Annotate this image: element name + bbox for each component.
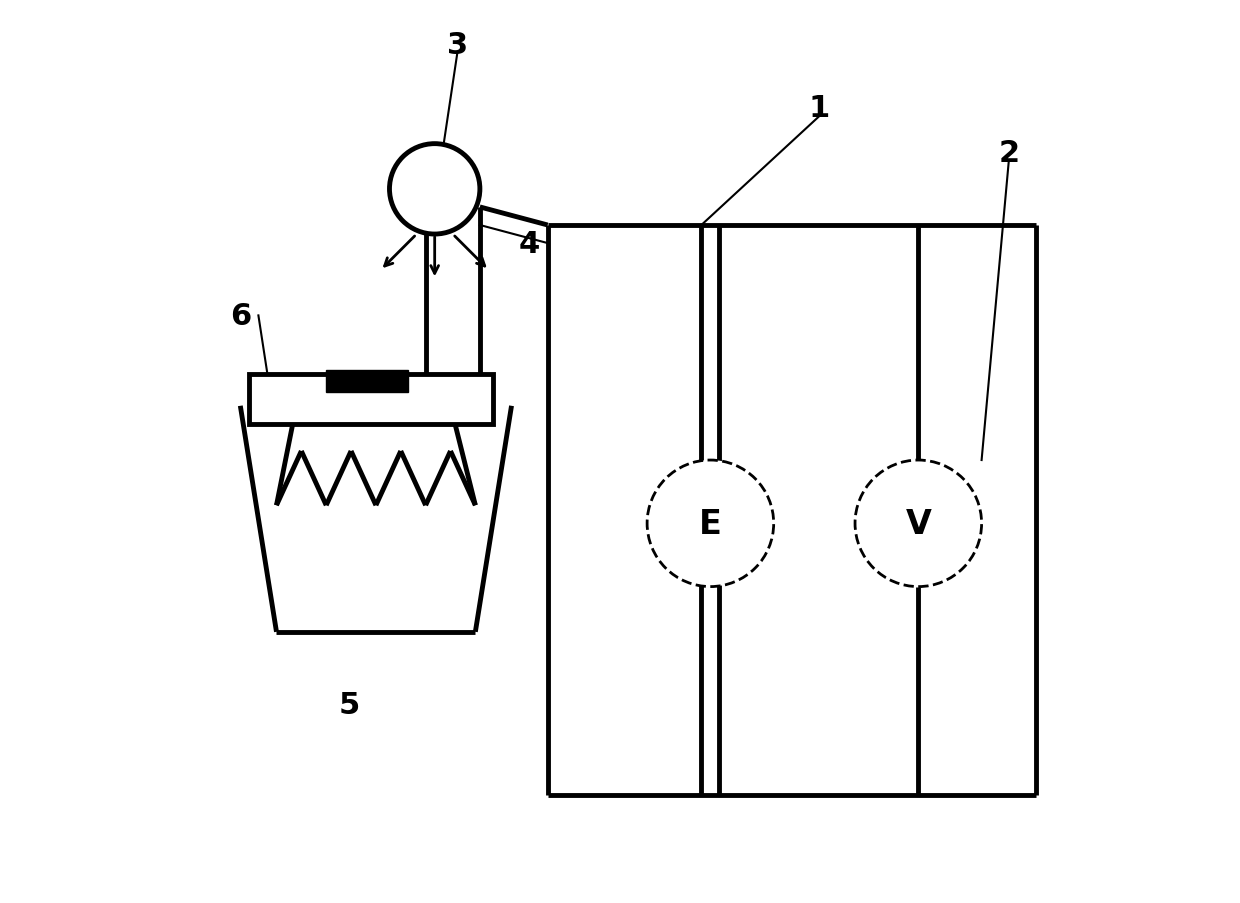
- Text: 3: 3: [446, 31, 467, 60]
- Circle shape: [647, 461, 774, 587]
- Circle shape: [856, 461, 982, 587]
- Bar: [326, 370, 408, 393]
- Text: V: V: [905, 507, 931, 540]
- Text: 4: 4: [520, 229, 541, 258]
- Text: E: E: [699, 507, 722, 540]
- Text: 2: 2: [998, 139, 1019, 168]
- Circle shape: [389, 144, 480, 235]
- Text: 1: 1: [808, 94, 830, 123]
- Text: 6: 6: [229, 302, 250, 330]
- Bar: [249, 375, 494, 424]
- Text: 5: 5: [339, 690, 360, 719]
